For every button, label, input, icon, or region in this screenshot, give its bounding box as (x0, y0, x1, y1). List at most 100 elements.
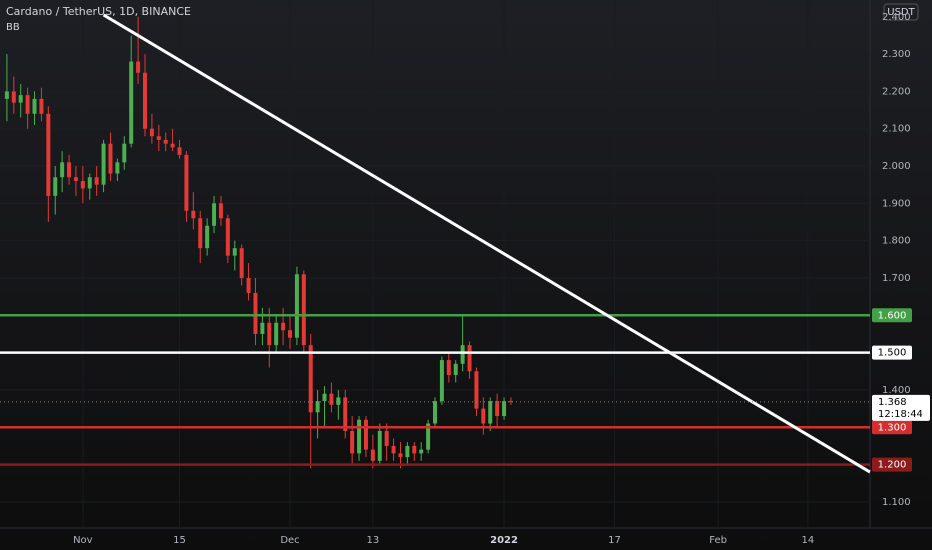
candle-body (357, 419, 362, 454)
candle-body (301, 274, 306, 346)
candle-body (73, 177, 78, 181)
candle-body (25, 95, 30, 114)
level-label: 1.600 (878, 310, 907, 321)
candle-body (39, 98, 44, 114)
y-tick-label: 1.400 (882, 385, 911, 396)
candle-body (453, 363, 458, 376)
candle-body (212, 203, 217, 226)
y-tick-label: 2.200 (882, 86, 911, 97)
candle-body (495, 401, 500, 417)
candle-body (198, 218, 203, 249)
candle-body (94, 177, 99, 185)
candle-body (191, 210, 196, 219)
candle-body (370, 449, 375, 461)
candle-body (4, 91, 9, 99)
candle-body (274, 322, 279, 346)
last-price-tag (872, 394, 930, 421)
trend-line (102, 13, 871, 474)
x-tick-label: Dec (280, 535, 299, 546)
candle-body (460, 345, 465, 364)
candle-body (281, 322, 286, 331)
candle-body (177, 147, 182, 155)
x-tick-label: Nov (73, 535, 93, 546)
y-tick-label: 1.100 (882, 497, 911, 508)
candle-body (336, 397, 341, 405)
candle-body (474, 371, 479, 409)
candle-body (488, 401, 493, 424)
candle-body (32, 98, 37, 114)
candle-body (467, 345, 472, 372)
candle-body (67, 162, 72, 178)
candle-body (439, 360, 444, 402)
candle-body (170, 143, 175, 148)
candle-body (239, 248, 244, 278)
candle-body (419, 449, 424, 454)
x-tick-label: 15 (173, 535, 186, 546)
x-tick-label: 17 (608, 535, 621, 546)
level-tag (872, 420, 912, 435)
candle-body (502, 401, 507, 417)
candle-body (101, 143, 106, 185)
candle-body (315, 401, 320, 413)
y-tick-label: 2.000 (882, 161, 911, 172)
candle-body (129, 61, 134, 144)
y-tick-label: 1.800 (882, 236, 911, 247)
candle-body (405, 445, 410, 458)
candle-body (225, 218, 230, 256)
candle-body (149, 128, 154, 137)
candle-body (363, 419, 368, 450)
candle-body (267, 322, 272, 346)
candle-body (322, 393, 327, 402)
candle-body (377, 430, 382, 461)
candle-body (136, 61, 141, 73)
currency-box (883, 3, 919, 21)
candle-body (205, 225, 210, 249)
candle-body (156, 136, 161, 140)
candle-body (60, 162, 65, 178)
candle-body (398, 453, 403, 458)
candle-body (87, 177, 92, 189)
candle-body (350, 430, 355, 454)
candle-body (384, 430, 389, 446)
candle-body (446, 360, 451, 376)
candle-body (308, 345, 313, 413)
candle-body (288, 330, 292, 338)
candle-body (294, 274, 299, 338)
currency-label: USDT (887, 7, 915, 18)
plot (0, 0, 871, 528)
candle-body (115, 162, 120, 174)
candle-body (232, 248, 237, 256)
candle-body (253, 292, 258, 334)
candle-body (260, 322, 265, 334)
x-tick-label: Feb (709, 535, 727, 546)
candle-body (246, 277, 251, 293)
candle-body (80, 180, 85, 189)
y-tick-label: 2.300 (882, 49, 911, 60)
last-price-label: 1.368 (878, 397, 907, 408)
candle-body (412, 445, 417, 454)
level-label: 1.300 (878, 422, 907, 433)
y-tick-label: 1.900 (882, 198, 911, 209)
candle-body (108, 143, 113, 174)
countdown-label: 12:18:44 (878, 409, 923, 420)
candle-body (218, 203, 223, 219)
candle-body (143, 72, 147, 129)
candle-body (329, 393, 334, 405)
candle-body (11, 91, 16, 103)
indicator-label: BB (6, 22, 20, 33)
candle-body (184, 154, 189, 211)
level-label: 1.500 (878, 348, 907, 359)
level-tag (872, 345, 912, 360)
candle-body (391, 445, 396, 454)
y-tick-label: 2.400 (882, 12, 911, 23)
x-tick-label: 13 (366, 535, 379, 546)
y-tick-label: 1.700 (882, 273, 911, 284)
chart-title: Cardano / TetherUS, 1D, BINANCE (6, 5, 191, 18)
candle-body (53, 177, 58, 196)
candle-body (163, 139, 168, 144)
x-tick-label: 2022 (490, 535, 518, 546)
candle-body (481, 408, 486, 424)
